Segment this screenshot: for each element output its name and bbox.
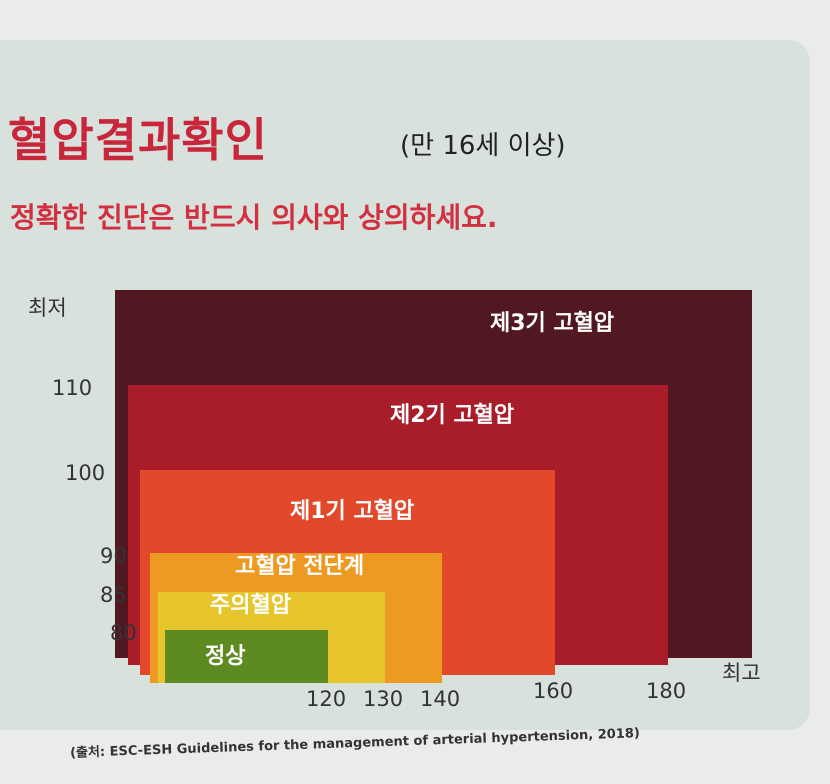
y-tick-label: 90 <box>100 544 127 568</box>
x-tick-label: 180 <box>646 679 686 703</box>
age-note: (만 16세 이상) <box>400 131 566 161</box>
category-label: 제2기 고혈압 <box>390 403 514 428</box>
category-label: 제3기 고혈압 <box>490 311 614 336</box>
subtitle: 정확한 진단은 반드시 의사와 상의하세요. <box>10 201 498 234</box>
x-tick-label: 160 <box>533 679 573 703</box>
page-title: 혈압결과확인 <box>8 113 268 167</box>
x-tick-label: 130 <box>363 687 403 711</box>
x-tick-label: 최고 <box>722 661 761 685</box>
y-tick-label: 최저 <box>28 296 67 320</box>
x-tick-label: 140 <box>420 687 460 711</box>
category-label: 고혈압 전단계 <box>235 554 364 579</box>
x-tick-label: 120 <box>306 687 346 711</box>
y-tick-label: 85 <box>100 583 127 607</box>
y-tick-label: 80 <box>110 621 137 645</box>
category-label: 주의혈압 <box>210 593 291 618</box>
category-label: 제1기 고혈압 <box>290 499 414 524</box>
category-label: 정상 <box>205 644 245 669</box>
category-box <box>165 630 328 683</box>
y-tick-label: 100 <box>65 461 105 485</box>
y-tick-label: 110 <box>52 376 92 400</box>
